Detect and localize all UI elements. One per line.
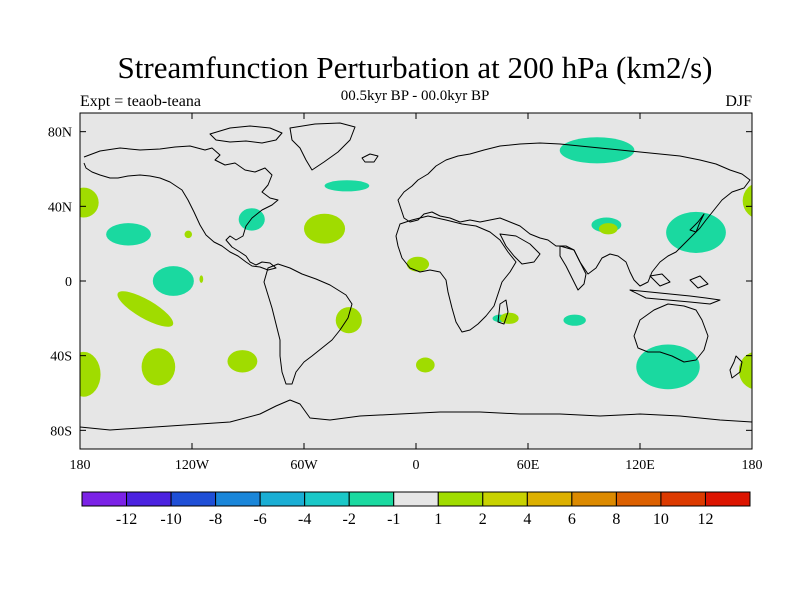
coastline-new-zealand: [729, 355, 743, 379]
colorbar-label: 10: [653, 511, 669, 528]
colorbar-label: 12: [697, 511, 713, 528]
colorbar-swatch: [215, 491, 261, 507]
colorbar-swatch: [126, 491, 172, 507]
anomaly-region-19: [500, 312, 519, 324]
anomaly-region-11: [304, 213, 346, 244]
anomaly-region-12: [742, 184, 752, 217]
anomaly-region-2: [238, 208, 265, 231]
colorbar-swatch: [704, 491, 751, 507]
coastline-india: [559, 245, 587, 291]
colorbar-label: -10: [160, 511, 181, 528]
season-label: DJF: [725, 93, 752, 110]
coastline-arabia: [499, 233, 541, 265]
colorbar-label: 1: [434, 511, 442, 528]
lon-tick-label: 120E: [625, 458, 655, 473]
coastline-eurasia: [397, 142, 751, 287]
colorbar-swatch: [615, 491, 662, 507]
anomaly-region-9: [636, 344, 700, 390]
lat-tick-label: 80N: [48, 126, 72, 141]
colorbar-label: -1: [387, 511, 400, 528]
anomaly-region-17: [335, 307, 362, 334]
colorbar-swatch: [81, 491, 128, 507]
anomaly-region-14: [117, 291, 174, 327]
lat-tick-label: 0: [65, 275, 72, 290]
coastline-greenland: [289, 122, 356, 171]
colorbar-swatch: [526, 491, 573, 507]
colorbar-label: 6: [568, 511, 576, 528]
anomaly-region-24: [199, 275, 204, 283]
colorbar-label: 4: [523, 511, 531, 528]
colorbar-swatch: [482, 491, 528, 507]
lat-tick-label: 40N: [48, 200, 72, 215]
lat-tick-label: 80S: [50, 424, 72, 439]
colorbar-swatch: [170, 491, 217, 507]
lon-tick-label: 60E: [517, 458, 540, 473]
coastline-south-america: [263, 263, 353, 385]
anomaly-region-4: [152, 266, 194, 296]
lon-tick-label: 180: [70, 458, 91, 473]
anomaly-region-15: [141, 348, 176, 386]
anomaly-region-7: [563, 314, 586, 326]
colorbar-label: -12: [116, 511, 137, 528]
anomaly-region-10: [80, 187, 99, 218]
coastline-antarctica: [79, 399, 753, 431]
axis-layer: 180 120W 60W 0 60E 120E 180 80N 40N 0 40S 80S: [48, 113, 763, 473]
colorbar-label: -4: [298, 511, 311, 528]
coastline-japan: [689, 213, 705, 233]
colorbar-swatch: [393, 491, 439, 507]
coastline-iceland: [361, 153, 379, 163]
colorbar-label: -2: [343, 511, 356, 528]
anomaly-region-0: [559, 137, 635, 164]
experiment-label: Expt = teaob-teana: [80, 93, 201, 110]
colorbar-swatch: [259, 491, 306, 507]
colorbar-swatch: [348, 491, 395, 507]
lon-tick-label: 0: [413, 458, 420, 473]
coastline-australia: [633, 303, 709, 363]
coastline-indonesia: [629, 273, 721, 305]
coastline-arctic-islands: [209, 125, 283, 144]
lat-tick-label: 40S: [50, 350, 72, 365]
chart-subtitle: 00.5kyr BP - 00.0kyr BP: [340, 88, 490, 104]
anomaly-region-23: [184, 230, 192, 239]
anomaly-region-13: [406, 256, 430, 272]
anomaly-layer: [80, 137, 752, 397]
anomaly-region-18: [416, 357, 435, 373]
coastline-madagascar: [497, 299, 509, 325]
colorbar-swatch: [660, 491, 706, 507]
colorbar-swatch: [571, 491, 617, 507]
anomaly-region-1: [324, 180, 370, 192]
anomaly-region-20: [80, 351, 101, 397]
coastline-layer: [79, 122, 753, 431]
colorbar: -12 -10 -8 -6 -4 -2 -1 1 2 4 6 8 10 12: [81, 491, 751, 528]
colorbar-label: 8: [612, 511, 620, 528]
lon-tick-label: 60W: [290, 458, 318, 473]
lon-tick-label: 120W: [175, 458, 210, 473]
anomaly-region-16: [227, 350, 258, 373]
chart-title: Streamfunction Perturbation at 200 hPa (…: [117, 50, 713, 85]
colorbar-label: 2: [479, 511, 487, 528]
colorbar-label: -6: [253, 511, 266, 528]
colorbar-label: -8: [209, 511, 222, 528]
coastline-africa: [395, 215, 517, 333]
coastline-north-america: [83, 145, 279, 271]
colorbar-swatch: [437, 491, 484, 507]
lon-tick-label: 180: [742, 458, 763, 473]
colorbar-swatch: [304, 491, 350, 507]
anomaly-region-21: [738, 352, 752, 389]
anomaly-region-22: [598, 223, 618, 235]
anomaly-region-3: [106, 223, 151, 246]
